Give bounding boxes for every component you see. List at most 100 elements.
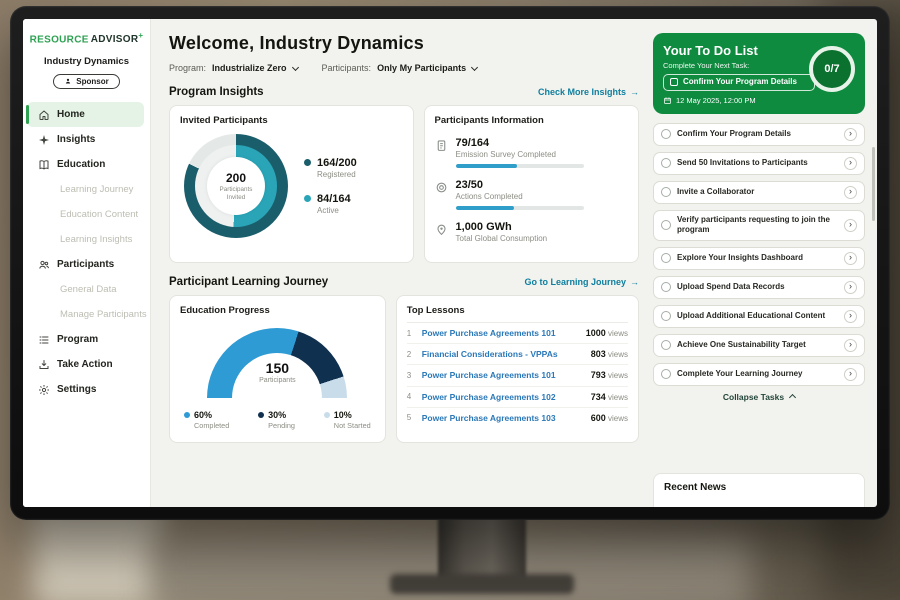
sidebar-item-take-action[interactable]: Take Action bbox=[23, 352, 150, 377]
sponsor-badge[interactable]: Sponsor bbox=[53, 73, 120, 89]
legend-dot bbox=[323, 412, 330, 418]
card-title: Participants Information bbox=[434, 115, 544, 126]
lesson-row: 4 Power Purchase Agreements 102 734 view… bbox=[406, 387, 628, 408]
sidebar-nav: Home Insights Education Learning Journey bbox=[23, 102, 150, 402]
map-pin-icon bbox=[435, 223, 448, 236]
sidebar-item-general-data[interactable]: General Data bbox=[23, 277, 150, 302]
task-row-upload-spend-data[interactable]: Upload Spend Data Records › bbox=[653, 275, 865, 299]
checkbox-icon[interactable] bbox=[661, 220, 671, 231]
checkbox-icon[interactable] bbox=[661, 158, 671, 169]
program-insights-header: Program Insights Check More Insights → bbox=[169, 86, 639, 98]
action-download-icon bbox=[38, 359, 50, 371]
sidebar-item-settings[interactable]: Settings bbox=[23, 377, 150, 402]
card-title: Invited Participants bbox=[180, 115, 268, 126]
chevron-right-icon[interactable]: › bbox=[844, 156, 857, 170]
chevron-right-icon[interactable]: › bbox=[844, 185, 857, 199]
task-row-upload-educational-content[interactable]: Upload Additional Educational Content › bbox=[653, 304, 865, 328]
chevron-right-icon[interactable]: › bbox=[844, 280, 857, 294]
lesson-link[interactable]: Power Purchase Agreements 101 bbox=[421, 328, 556, 338]
chevron-right-icon[interactable]: › bbox=[844, 338, 857, 352]
program-select[interactable]: Industrialize Zero bbox=[212, 63, 299, 73]
filter-bar: Program: Industrialize Zero Participants… bbox=[169, 63, 639, 73]
learning-journey-header: Participant Learning Journey Go to Learn… bbox=[169, 276, 639, 288]
task-row-confirm-program[interactable]: Confirm Your Program Details › bbox=[653, 122, 865, 146]
lesson-link[interactable]: Power Purchase Agreements 103 bbox=[421, 412, 556, 423]
checkbox-icon[interactable] bbox=[670, 78, 678, 87]
sidebar-item-education[interactable]: Education bbox=[23, 152, 150, 177]
checkbox-icon[interactable] bbox=[661, 282, 671, 293]
sidebar-item-learning-journey[interactable]: Learning Journey bbox=[23, 177, 150, 202]
todo-progress-value: 0/7 bbox=[824, 63, 840, 75]
collapse-tasks-button[interactable]: Collapse Tasks bbox=[653, 392, 865, 402]
home-icon bbox=[38, 109, 50, 121]
sidebar-item-label: General Data bbox=[60, 284, 117, 296]
progress-bar-fill bbox=[455, 206, 515, 210]
donut-legend: 164/200 Registered 84/164 Active bbox=[304, 157, 357, 215]
task-row-achieve-sustainability-target[interactable]: Achieve One Sustainability Target › bbox=[653, 333, 865, 357]
sidebar-item-label: Education bbox=[57, 159, 106, 171]
checkbox-icon[interactable] bbox=[661, 253, 671, 264]
todo-due-text: 12 May 2025, 12:00 PM bbox=[676, 95, 756, 105]
legend-dot bbox=[304, 159, 311, 166]
sidebar-item-program[interactable]: Program bbox=[23, 327, 150, 352]
page-title: Welcome, Industry Dynamics bbox=[169, 33, 424, 53]
check-more-insights-link[interactable]: Check More Insights → bbox=[538, 87, 639, 97]
legend-value: 10% bbox=[333, 410, 352, 420]
task-row-verify-participants[interactable]: Verify participants requesting to join t… bbox=[653, 209, 865, 241]
sidebar-item-label: Program bbox=[57, 334, 99, 346]
legend-label: Active bbox=[317, 206, 339, 215]
invited-participants-body: 200 Participants Invited 164/200 Registe bbox=[180, 134, 403, 238]
invited-participants-donut: 200 Participants Invited bbox=[184, 134, 288, 238]
lesson-rank: 5 bbox=[406, 413, 412, 423]
todo-card: Your To Do List Complete Your Next Task:… bbox=[653, 33, 865, 114]
legend-label: Completed bbox=[194, 421, 230, 430]
stat-label: Actions Completed bbox=[455, 192, 523, 201]
todo-subtitle: Complete Your Next Task: bbox=[663, 61, 750, 70]
participants-select[interactable]: Only My Participants bbox=[377, 63, 479, 73]
stat-value: 1,000 GWh bbox=[455, 221, 512, 233]
donut-center-value: 200 bbox=[225, 170, 247, 185]
task-label: Upload Additional Educational Content bbox=[677, 310, 826, 320]
sidebar-item-label: Learning Insights bbox=[60, 234, 133, 246]
todo-next-task[interactable]: Confirm Your Program Details bbox=[663, 74, 815, 91]
sidebar-item-participants[interactable]: Participants bbox=[23, 252, 150, 277]
checkbox-icon[interactable] bbox=[661, 340, 671, 351]
chevron-right-icon[interactable]: › bbox=[844, 309, 857, 323]
stat-label: Emission Survey Completed bbox=[455, 150, 556, 159]
lesson-link[interactable]: Power Purchase Agreements 101 bbox=[421, 370, 556, 381]
sidebar-item-insights[interactable]: Insights bbox=[23, 127, 150, 152]
org-name: Industry Dynamics bbox=[44, 56, 129, 68]
lesson-views: 803 views bbox=[590, 349, 628, 360]
sidebar-item-home[interactable]: Home bbox=[26, 102, 144, 128]
chevron-right-icon[interactable]: › bbox=[844, 251, 857, 265]
task-row-complete-learning-journey[interactable]: Complete Your Learning Journey › bbox=[653, 362, 865, 386]
clipboard-icon bbox=[435, 139, 448, 152]
monitor-bezel: RESOURCE ADVISOR+ Industry Dynamics Spons… bbox=[10, 6, 890, 520]
donut-center-label: Participants Invited bbox=[219, 185, 253, 201]
chevron-right-icon[interactable]: › bbox=[844, 218, 857, 232]
go-to-learning-journey-link[interactable]: Go to Learning Journey → bbox=[524, 277, 639, 287]
checkbox-icon[interactable] bbox=[661, 311, 671, 322]
progress-bar bbox=[455, 164, 584, 168]
calendar-icon bbox=[663, 96, 672, 105]
task-row-send-invitations[interactable]: Send 50 Invitations to Participants › bbox=[653, 151, 865, 175]
lesson-link[interactable]: Financial Considerations - VPPAs bbox=[421, 349, 558, 360]
monitor-stand bbox=[438, 516, 526, 580]
sidebar-item-learning-insights[interactable]: Learning Insights bbox=[23, 227, 150, 252]
scrollbar-thumb[interactable] bbox=[872, 147, 875, 221]
legend-label: Pending bbox=[268, 421, 295, 430]
dashboard: RESOURCE ADVISOR+ Industry Dynamics Spons… bbox=[23, 19, 877, 507]
todo-title: Your To Do List bbox=[663, 43, 758, 58]
sidebar-item-education-content[interactable]: Education Content bbox=[23, 202, 150, 227]
sidebar-item-label: Home bbox=[57, 109, 85, 121]
checkbox-icon[interactable] bbox=[661, 129, 671, 140]
checkbox-icon[interactable] bbox=[661, 369, 671, 380]
task-row-invite-collaborator[interactable]: Invite a Collaborator › bbox=[653, 180, 865, 204]
checkbox-icon[interactable] bbox=[661, 187, 671, 198]
sidebar-item-manage-participants[interactable]: Manage Participants bbox=[23, 302, 150, 327]
chevron-right-icon[interactable]: › bbox=[844, 367, 857, 381]
sidebar: RESOURCE ADVISOR+ Industry Dynamics Spons… bbox=[23, 19, 151, 507]
task-row-explore-insights[interactable]: Explore Your Insights Dashboard › bbox=[653, 246, 865, 270]
lesson-link[interactable]: Power Purchase Agreements 102 bbox=[421, 391, 556, 402]
chevron-right-icon[interactable]: › bbox=[844, 127, 857, 141]
